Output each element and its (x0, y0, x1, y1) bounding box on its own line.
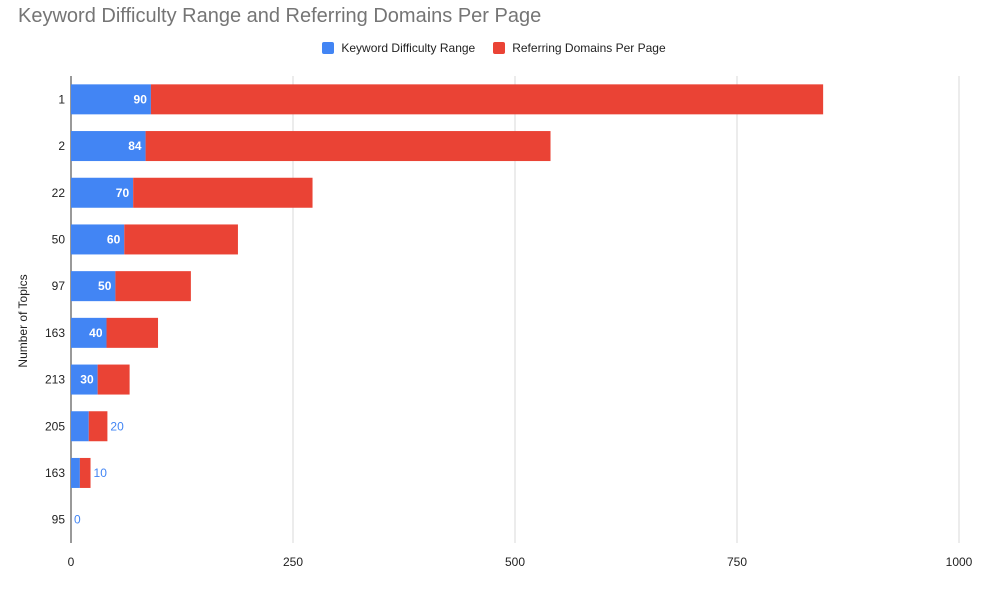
data-label: 10 (94, 466, 108, 480)
data-label: 90 (134, 92, 148, 106)
y-tick-label: 163 (45, 326, 65, 340)
bar-keyword-difficulty (71, 177, 134, 208)
data-label: 70 (116, 186, 130, 200)
y-tick-label: 22 (52, 186, 66, 200)
legend-item-referring-domains[interactable]: Referring Domains Per Page (493, 41, 666, 55)
data-label: 60 (107, 232, 121, 246)
y-tick-label: 213 (45, 373, 65, 387)
legend-label-referring-domains: Referring Domains Per Page (512, 41, 666, 55)
bar-referring-domains (145, 131, 551, 162)
bar-keyword-difficulty (71, 457, 80, 488)
y-tick-label: 97 (52, 279, 66, 293)
bar-keyword-difficulty (71, 364, 98, 395)
x-tick-label: 750 (727, 555, 747, 569)
y-tick-label: 2 (58, 139, 65, 153)
data-label: 84 (128, 139, 142, 153)
y-tick-label: 50 (52, 232, 66, 246)
x-tick-label: 500 (505, 555, 525, 569)
bar-keyword-difficulty (71, 131, 146, 162)
data-label: 50 (98, 279, 112, 293)
y-tick-label: 95 (52, 513, 66, 527)
bar-referring-domains (115, 271, 191, 302)
bar-keyword-difficulty (71, 271, 116, 302)
bar-referring-domains (150, 84, 824, 115)
chart-title: Keyword Difficulty Range and Referring D… (18, 5, 542, 27)
bar-keyword-difficulty (71, 224, 125, 255)
x-tick-label: 0 (68, 555, 75, 569)
data-label: 40 (89, 326, 103, 340)
chart-legend: Keyword Difficulty Range Referring Domai… (0, 41, 988, 55)
bar-referring-domains (124, 224, 238, 255)
bar-referring-domains (97, 364, 130, 395)
y-tick-label: 163 (45, 466, 65, 480)
bar-referring-domains (79, 457, 91, 488)
data-label: 30 (80, 373, 94, 387)
bar-keyword-difficulty (71, 411, 89, 442)
legend-label-keyword-difficulty: Keyword Difficulty Range (341, 41, 476, 55)
legend-item-keyword-difficulty[interactable]: Keyword Difficulty Range (322, 41, 475, 55)
legend-swatch-referring-domains (493, 42, 506, 54)
bar-referring-domains (88, 411, 108, 442)
y-tick-label: 205 (45, 419, 65, 433)
bar-referring-domains (133, 177, 313, 208)
x-tick-label: 250 (283, 555, 303, 569)
bar-keyword-difficulty (71, 84, 151, 115)
x-tick-label: 1000 (946, 555, 973, 569)
y-tick-label: 1 (58, 92, 65, 106)
data-label: 20 (110, 419, 124, 433)
bar-referring-domains (106, 317, 159, 348)
data-label: 0 (74, 513, 81, 527)
legend-swatch-keyword-difficulty (322, 42, 335, 54)
bar-keyword-difficulty (71, 317, 107, 348)
